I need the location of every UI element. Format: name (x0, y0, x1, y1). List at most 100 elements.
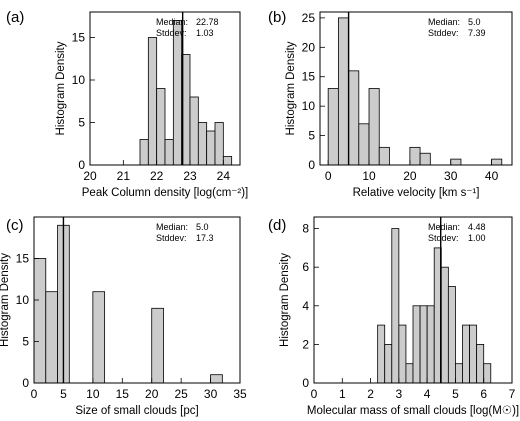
y-tick-label: 0 (302, 376, 309, 390)
histogram-bar (419, 152, 431, 166)
histogram-bar (147, 37, 158, 166)
histogram-bar (419, 305, 428, 384)
y-tick-label: 0 (22, 376, 29, 390)
histogram-bar (462, 324, 470, 384)
y-tick-label: 0 (78, 158, 85, 172)
plot-frame (89, 11, 241, 166)
x-tick-label: 1 (339, 387, 346, 401)
plot-frame (313, 216, 513, 384)
histogram-panel: 20 21 22 23 24 0 5 10 15 Peak Column density [log… (6, 9, 248, 199)
histogram-bar (491, 158, 503, 166)
x-tick-label: 23 (183, 169, 197, 183)
y-tick-label: 5 (22, 335, 29, 349)
x-tick-label: 2 (367, 387, 374, 401)
y-tick-label: 10 (16, 293, 30, 307)
histogram-bar (337, 17, 349, 166)
y-tick-label: 5 (308, 129, 315, 143)
median-label: Median: (156, 17, 188, 27)
histogram-bar (164, 139, 174, 166)
histogram-panel: 0 1 2 3 4 5 6 7 0 2 4 6 8 Molecular mass of small clo… (268, 216, 519, 417)
x-tick-label: 4 (424, 387, 431, 401)
y-tick-label: 15 (72, 31, 86, 45)
median-value: 5.0 (196, 222, 209, 232)
histogram-bar (368, 88, 380, 166)
y-tick-label: 2 (302, 337, 309, 351)
median-label: Median: (428, 17, 460, 27)
x-tick-label: 25 (174, 387, 188, 401)
stddev-label: Stddev: (428, 233, 459, 243)
x-tick-label: 24 (217, 169, 231, 183)
y-tick-label: 20 (302, 40, 316, 54)
y-tick-label: 10 (302, 99, 316, 113)
histogram-panel: 0 5 10 15 20 25 30 35 0 5 10 15 Size of small clouds… (0, 216, 247, 417)
histogram-bar (327, 88, 339, 166)
y-tick-label: 4 (302, 299, 309, 313)
y-tick-label: 8 (302, 222, 309, 236)
stddev-value: 7.39 (468, 28, 486, 38)
histogram-bar (172, 20, 183, 166)
histogram-bar (384, 343, 393, 384)
histogram-bar (92, 291, 106, 384)
histogram-bar (378, 146, 390, 166)
y-tick-label: 5 (78, 116, 85, 130)
histogram-bar (391, 228, 400, 384)
x-tick-label: 35 (233, 387, 247, 401)
x-tick-label: 15 (116, 387, 130, 401)
stddev-value: 1.03 (196, 28, 214, 38)
y-tick-label: 0 (308, 158, 315, 172)
histogram-bar (377, 324, 386, 384)
histogram-bar (156, 88, 166, 166)
y-axis-label: Histogram Density (285, 41, 297, 135)
y-axis-label: Histogram Density (279, 253, 291, 347)
x-tick-label: 21 (117, 169, 131, 183)
x-tick-label: 30 (444, 169, 458, 183)
x-tick-label: 3 (396, 387, 403, 401)
histogram-bar (214, 122, 224, 166)
histogram-bar (426, 305, 435, 384)
y-tick-label: 10 (72, 73, 86, 87)
histogram-bar (469, 324, 478, 384)
histogram-bar (409, 146, 421, 166)
panel-label: (b) (268, 9, 286, 26)
x-axis-label: Peak Column density [log(cm⁻²)] (82, 187, 249, 199)
y-tick-label: 15 (302, 70, 316, 84)
histogram-bar (398, 324, 407, 384)
histogram-bar (440, 266, 449, 384)
stddev-value: 17.3 (196, 233, 214, 243)
y-tick-label: 6 (302, 260, 309, 274)
x-tick-label: 7 (509, 387, 516, 401)
x-tick-label: 40 (485, 169, 499, 183)
x-tick-label: 10 (86, 387, 100, 401)
histogram-bar (210, 374, 223, 384)
histogram-bar (412, 305, 421, 384)
x-axis-label: Molecular mass of small clouds [log(M☉)] (307, 405, 519, 417)
histogram-bar (405, 363, 414, 384)
histogram-bar (450, 158, 462, 166)
x-tick-label: 20 (83, 169, 97, 183)
median-value: 22.78 (196, 17, 219, 27)
histogram-bar (139, 139, 149, 166)
y-tick-label: 15 (16, 252, 30, 266)
x-tick-label: 5 (60, 387, 67, 401)
histogram-bar (348, 70, 360, 166)
y-tick-label: 25 (302, 11, 316, 25)
x-tick-label: 30 (204, 387, 218, 401)
median-value: 5.0 (468, 17, 481, 27)
x-tick-label: 5 (452, 387, 459, 401)
histogram-bar (222, 156, 233, 166)
panel-label: (d) (268, 217, 286, 234)
stddev-label: Stddev: (156, 28, 187, 38)
histogram-bar (151, 307, 164, 384)
x-tick-label: 0 (311, 387, 318, 401)
stddev-value: 1.00 (468, 233, 486, 243)
plot-frame (319, 11, 513, 166)
x-axis-label: Relative velocity [km s⁻¹] (353, 187, 480, 199)
median-label: Median: (156, 222, 188, 232)
x-tick-label: 0 (325, 169, 332, 183)
histogram-bar (197, 122, 208, 166)
histogram-bar (45, 291, 58, 384)
median-label: Median: (428, 222, 460, 232)
y-axis-label: Histogram Density (0, 253, 11, 347)
histogram-bar (483, 363, 492, 384)
